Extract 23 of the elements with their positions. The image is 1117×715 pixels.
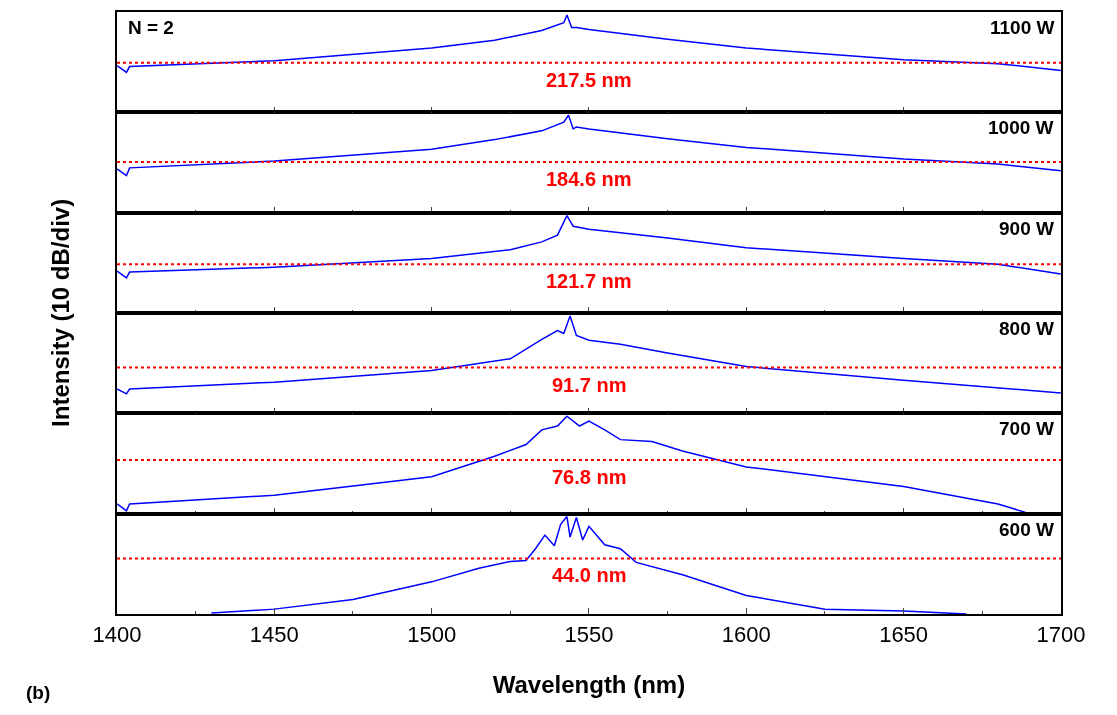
x-tick-label: 1650 bbox=[879, 622, 929, 648]
ref-line-label: 184.6 nm bbox=[546, 168, 632, 190]
x-tick-label: 1600 bbox=[721, 622, 771, 648]
annotation: 1000 W bbox=[988, 117, 1054, 138]
annotation: 600 W bbox=[999, 519, 1054, 540]
text: (b) bbox=[26, 682, 51, 703]
x-tick-label: 1500 bbox=[407, 622, 457, 648]
annotation: 1100 W bbox=[990, 17, 1055, 38]
annotation: 700 W bbox=[999, 418, 1054, 439]
ref-line-label: 76.8 nm bbox=[552, 466, 627, 488]
ref-line-label: 44.0 nm bbox=[552, 564, 627, 586]
x-axis-title: Wavelength (nm) bbox=[492, 670, 686, 698]
ref-line-label: 217.5 nm bbox=[546, 69, 632, 91]
y-axis-title: Intensity (10 dB/div) bbox=[46, 198, 74, 427]
x-tick-label: 1700 bbox=[1036, 622, 1086, 648]
annotation: N = 2 bbox=[128, 17, 174, 38]
ref-line-label: 91.7 nm bbox=[552, 374, 627, 396]
x-tick-label: 1550 bbox=[564, 622, 614, 648]
x-tick-label: 1400 bbox=[92, 622, 142, 648]
ref-line-label: 121.7 nm bbox=[546, 270, 632, 292]
annotation: 900 W bbox=[999, 218, 1054, 239]
x-tick-label: 1450 bbox=[249, 622, 299, 648]
annotation: 800 W bbox=[999, 318, 1054, 339]
